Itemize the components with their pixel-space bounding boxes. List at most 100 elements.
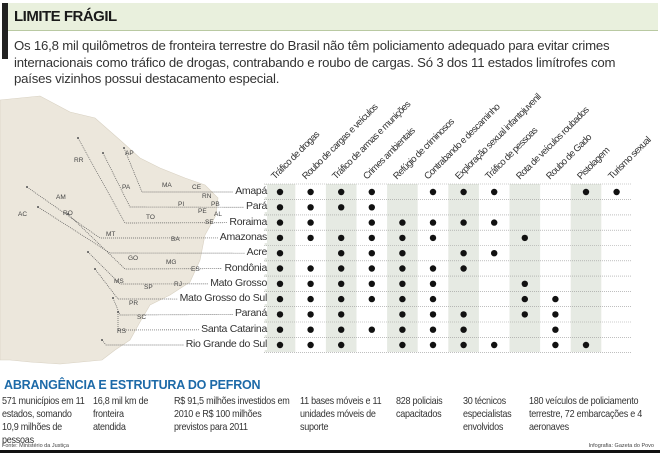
crime-dot [582, 188, 590, 196]
leader-dot [101, 339, 103, 341]
crime-dot [613, 188, 620, 196]
fact-veiculos: 180 veículos de policiamento terrestre, … [529, 395, 642, 433]
map-state-label: GO [128, 255, 139, 262]
state-label: Paraná [232, 307, 267, 320]
crime-dot [460, 188, 467, 196]
crime-dot [276, 204, 284, 211]
brazil-map [0, 95, 219, 365]
map-state-label: RN [202, 193, 212, 200]
crime-dot [521, 234, 528, 242]
crime-dot [338, 250, 345, 257]
map-state-label: PB [211, 201, 220, 208]
crime-dot [307, 295, 314, 303]
leader-line [112, 297, 263, 316]
state-label: Pará [244, 200, 267, 213]
crime-dot [491, 219, 498, 226]
map-state-label: SP [144, 284, 153, 291]
leader-dot [87, 251, 89, 253]
bottom-bar [0, 450, 660, 453]
state-label: Rio Grande do Sul [183, 338, 267, 350]
leader-line [37, 206, 263, 254]
map-state-label: RO [63, 210, 73, 217]
title-band [8, 3, 658, 31]
fact-bases: 11 bases móveis e 11 unidades móveis de … [300, 395, 382, 433]
crime-dot [338, 311, 345, 318]
crime-dot [521, 295, 528, 303]
crime-dot [429, 311, 437, 318]
crime-dot [429, 326, 437, 333]
crime-dot [368, 204, 375, 211]
crime-dot [368, 326, 375, 333]
column-shade [570, 184, 602, 352]
section-title: ABRANGÊNCIA E ESTRUTURA DO PEFRON [4, 378, 261, 392]
map-state-label: PR [129, 300, 139, 307]
crime-dot [338, 280, 345, 287]
crime-dot [552, 311, 559, 318]
crime-dot [429, 219, 437, 226]
crime-dot [307, 311, 314, 318]
crime-dot [307, 219, 314, 226]
crime-dot [307, 341, 314, 349]
leader-line [67, 213, 263, 270]
crime-dot [429, 280, 437, 287]
crime-dot [521, 311, 528, 318]
crime-dot [429, 295, 437, 303]
leader-dot [102, 152, 104, 154]
crime-dot [276, 188, 284, 196]
crime-dot [276, 295, 284, 303]
source-note: Fonte: Ministério da Justiça [2, 443, 69, 449]
state-label: Roraima [227, 215, 267, 228]
crime-dot [460, 341, 467, 349]
crime-dot [368, 295, 375, 303]
crime-dot [552, 326, 559, 333]
crime-dot [368, 234, 375, 242]
crime-dot [429, 188, 437, 196]
crime-dot [429, 234, 437, 242]
crime-dot [276, 280, 284, 287]
map-state-label: RR [74, 157, 84, 164]
map-state-label: AL [214, 211, 222, 218]
map-state-label: AC [18, 211, 28, 218]
crime-dot [276, 234, 284, 242]
crime-dot [368, 250, 375, 257]
crime-dot [338, 265, 345, 272]
map-state-label: RJ [174, 281, 182, 288]
state-label: Santa Catarina [199, 322, 267, 335]
crime-dot [307, 188, 314, 196]
crime-dots [276, 188, 620, 349]
map-state-label: MS [114, 278, 124, 285]
leader-dot [94, 268, 96, 270]
map-state-label: BA [171, 236, 180, 243]
crime-dot [582, 341, 590, 349]
crime-dot [399, 295, 406, 303]
crime-dot [338, 295, 345, 303]
fact-municipios: 571 municípios em 11 estados, somando 10… [2, 395, 85, 446]
crime-dot [307, 204, 314, 211]
leader-line [94, 268, 263, 300]
title-accent-bar [2, 3, 8, 59]
leader-dot [67, 213, 69, 215]
crime-dot [338, 204, 345, 211]
fact-tecnicos: 30 técnicos especialistas envolvidos [463, 395, 512, 433]
crime-dot [307, 280, 314, 287]
crime-dot [399, 311, 406, 318]
crime-dot [368, 219, 375, 226]
state-label: Mato Grosso do Sul [177, 292, 267, 305]
map-state-label: PA [122, 184, 131, 191]
crime-dot [460, 265, 467, 272]
leader-line [77, 137, 263, 224]
map-state-label: CE [192, 184, 202, 191]
map-state-label: TO [146, 214, 155, 221]
leader-dot [123, 147, 125, 149]
leader-dot [26, 186, 28, 188]
crime-dot [307, 326, 314, 333]
map-state-label: AP [125, 150, 134, 157]
map-state-label: ES [191, 266, 200, 273]
intro-text: Os 16,8 mil quilômetros de fronteira ter… [14, 38, 616, 86]
credit-note: Infografia: Gazeta do Povo [588, 443, 654, 449]
crime-dot [491, 188, 498, 196]
crime-dot [399, 280, 406, 287]
map-state-label: MT [106, 231, 116, 238]
